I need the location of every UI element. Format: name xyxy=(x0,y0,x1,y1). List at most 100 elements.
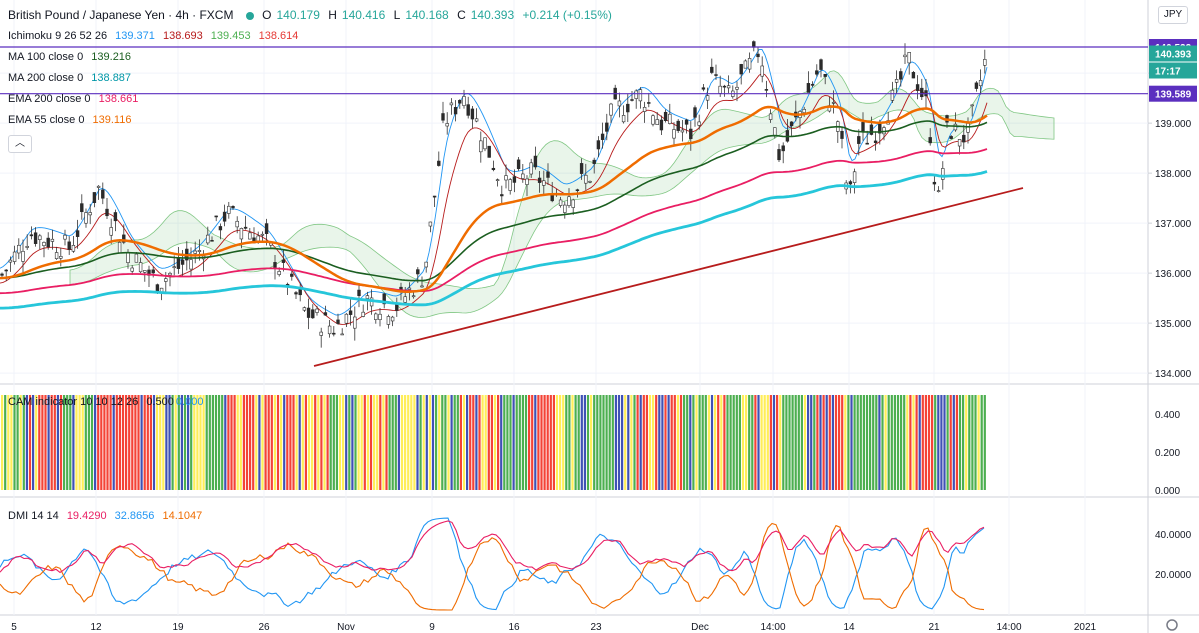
candle xyxy=(361,311,365,317)
candle xyxy=(353,316,357,329)
cam-bar xyxy=(441,395,444,490)
symbol-title[interactable]: British Pound / Japanese Yen · 4h · FXCM xyxy=(8,8,234,22)
cam-bar xyxy=(115,395,118,490)
time-tick-label: Dec xyxy=(691,622,709,633)
cam-bar xyxy=(816,395,819,490)
candle xyxy=(781,145,785,152)
ohlc-high: H 140.416 xyxy=(328,8,386,22)
candle xyxy=(437,160,441,166)
ma100-legend[interactable]: MA 100 close 0 139.216 xyxy=(8,50,136,64)
dmi-label: DMI 14 14 xyxy=(8,510,59,522)
price-tick-label: 138.000 xyxy=(1155,169,1192,180)
cam-bar xyxy=(428,395,431,490)
cam-bar xyxy=(366,395,369,490)
time-tick-label: Nov xyxy=(337,622,355,633)
cam-bar xyxy=(35,395,38,490)
candle xyxy=(386,316,391,325)
cam-bar xyxy=(180,395,183,490)
candle xyxy=(474,118,479,122)
cam-bar xyxy=(453,395,456,490)
candle xyxy=(617,100,622,107)
candle xyxy=(277,270,281,275)
cam-bar xyxy=(822,395,825,490)
candle xyxy=(773,127,777,137)
cam-bar xyxy=(38,395,41,490)
price-tick-label: 136.000 xyxy=(1155,269,1192,280)
candle xyxy=(33,232,38,244)
candle xyxy=(117,242,122,254)
candle xyxy=(235,220,239,228)
candle xyxy=(38,235,42,240)
price-tick-label: 134.000 xyxy=(1155,369,1192,380)
cam-bar xyxy=(456,395,459,490)
ichimoku-legend[interactable]: Ichimoku 9 26 52 26 139.371 138.693 139.… xyxy=(8,29,303,43)
candle xyxy=(605,122,609,132)
cam-legend[interactable]: CAM indicator 10 10 12 26 0.500 0.000 xyxy=(8,395,208,409)
cam-bar xyxy=(844,395,847,490)
dmi-line xyxy=(0,517,985,611)
cam-bar xyxy=(326,395,329,490)
cam-bar xyxy=(890,395,893,490)
cam-bar xyxy=(276,395,280,490)
candle xyxy=(953,123,958,131)
cam-bar xyxy=(906,395,909,490)
cam-bar xyxy=(760,395,763,490)
cam-bar xyxy=(524,395,528,490)
cam-bar xyxy=(332,395,335,490)
candle xyxy=(281,259,286,263)
cam-bar xyxy=(937,395,940,490)
candle xyxy=(248,232,252,240)
cam-bar xyxy=(949,395,952,490)
candle xyxy=(218,226,223,231)
candle xyxy=(92,192,97,203)
ma200-legend[interactable]: MA 200 close 0 138.887 xyxy=(8,71,136,85)
cam-bar xyxy=(673,395,676,490)
cam-bar xyxy=(258,395,261,490)
cam-bar xyxy=(881,395,884,490)
candle xyxy=(588,181,592,183)
cam-bar xyxy=(779,395,782,490)
cam-bar xyxy=(788,395,791,490)
candle xyxy=(949,136,953,139)
cam-bar xyxy=(794,395,797,490)
cam-bar xyxy=(559,395,562,490)
time-tick-label: 21 xyxy=(928,622,940,633)
candle xyxy=(563,204,567,213)
cam-bar xyxy=(968,395,971,490)
cam-bar xyxy=(664,395,667,490)
candle xyxy=(521,173,525,179)
collapse-legend-button[interactable]: ︿ xyxy=(8,135,32,153)
cam-bar xyxy=(314,395,317,490)
candle xyxy=(890,89,895,101)
candle xyxy=(407,287,412,290)
ohlc-change: +0.214 (+0.15%) xyxy=(522,8,612,22)
cam-bar xyxy=(109,395,112,490)
candle xyxy=(138,262,143,273)
cam-bar xyxy=(63,395,66,490)
price-tick-label: 135.000 xyxy=(1155,319,1192,330)
cam-bar xyxy=(602,395,605,490)
candle xyxy=(802,108,806,113)
dmi-legend[interactable]: DMI 14 14 19.4290 32.8656 14.1047 xyxy=(8,509,207,523)
settings-icon[interactable] xyxy=(1166,619,1178,631)
candle xyxy=(558,199,563,206)
ema200-legend[interactable]: EMA 200 close 0 138.661 xyxy=(8,92,143,106)
ema55-legend[interactable]: EMA 55 close 0 139.116 xyxy=(8,113,136,127)
cam-bar xyxy=(159,395,162,490)
cam-bar xyxy=(900,395,903,490)
cam-bar xyxy=(289,395,292,490)
candle xyxy=(726,85,731,89)
dmi-v2: 32.8656 xyxy=(114,510,155,522)
candle xyxy=(978,80,983,87)
cam-bar xyxy=(714,395,717,490)
cam-bar xyxy=(245,395,249,490)
cam-bar xyxy=(670,395,673,490)
cam-bar xyxy=(745,395,748,490)
currency-button[interactable]: JPY xyxy=(1158,6,1188,24)
cam-bar xyxy=(859,395,862,490)
candle xyxy=(852,171,857,183)
trendline xyxy=(313,187,1024,367)
candle xyxy=(697,121,701,126)
cam-bar xyxy=(239,395,242,490)
